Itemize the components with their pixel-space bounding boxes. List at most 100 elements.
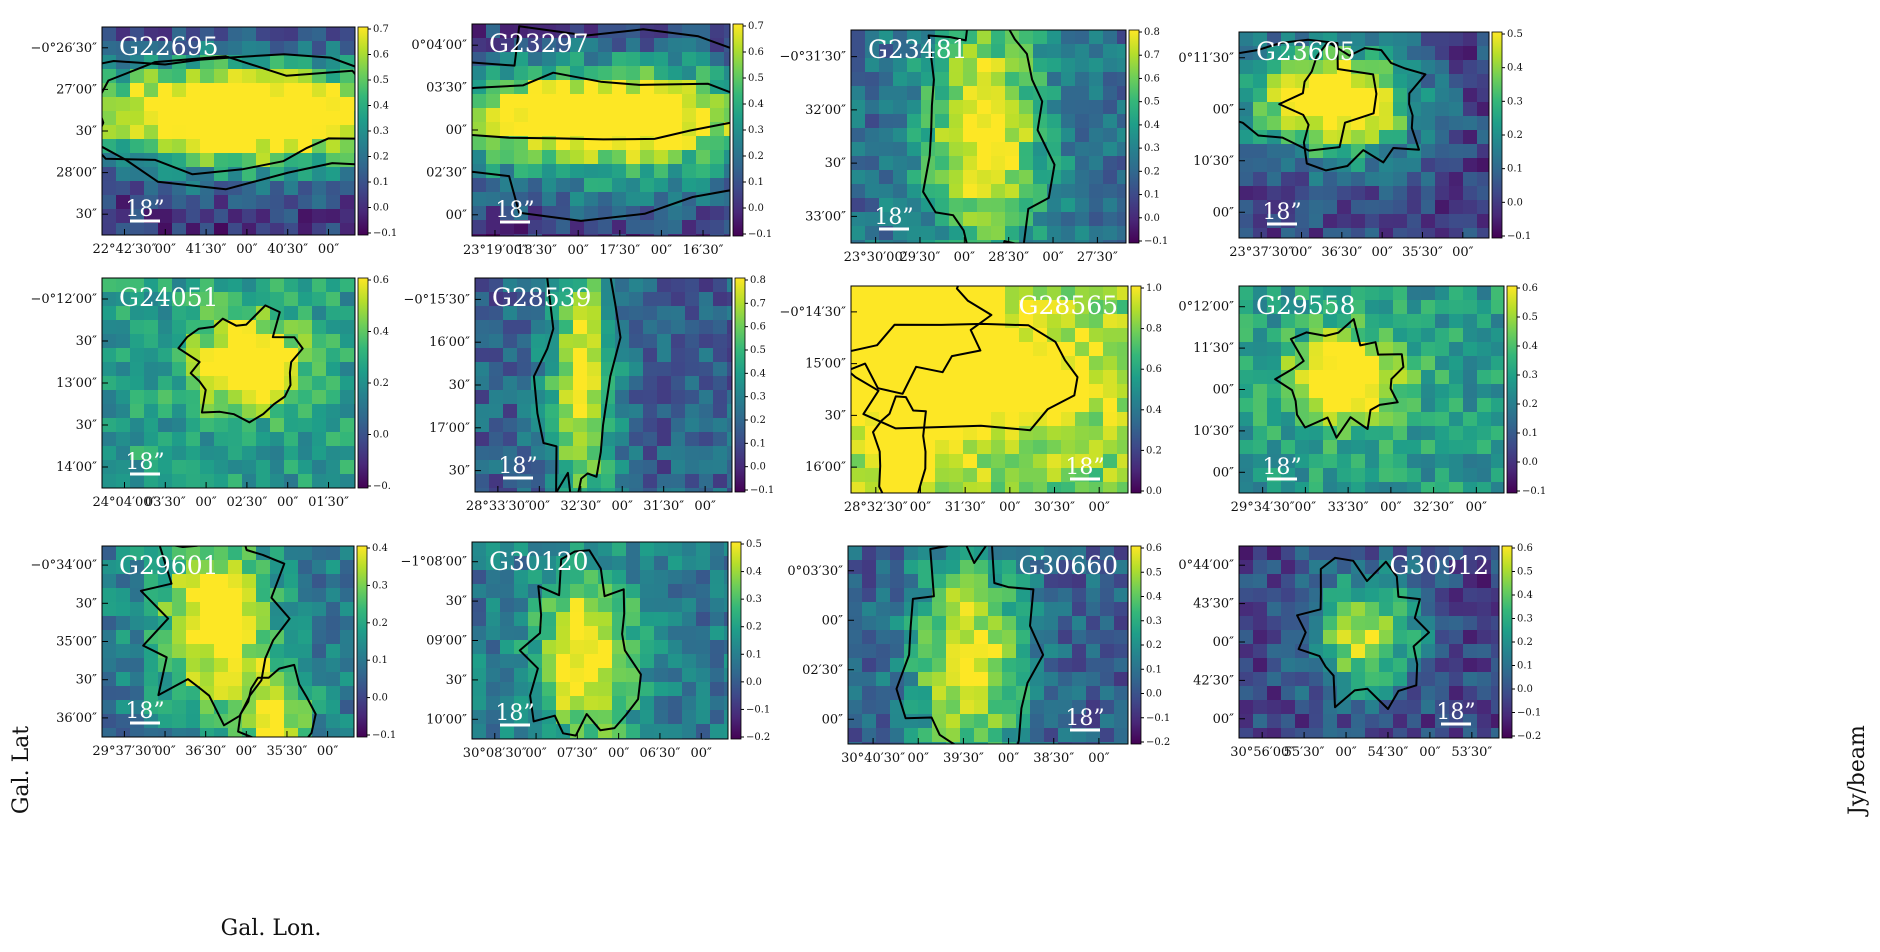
- heatmap-cell: [640, 570, 655, 585]
- heatmap-cell: [1295, 700, 1310, 715]
- heatmap-cell: [256, 418, 271, 433]
- heatmap-cell: [710, 612, 725, 627]
- heatmap-cell: [949, 86, 964, 101]
- heatmap-cell: [671, 292, 686, 307]
- heatmap-cell: [601, 432, 616, 447]
- heatmap-cell: [974, 714, 989, 729]
- heatmap-cell: [1435, 356, 1450, 371]
- heatmap-cell: [657, 278, 672, 293]
- heatmap-cell: [1005, 300, 1020, 315]
- heatmap-cell: [228, 644, 243, 659]
- heatmap-cell: [1295, 616, 1310, 631]
- heatmap-cell: [214, 432, 229, 447]
- heatmap-cell: [256, 616, 271, 631]
- heatmap-cell: [228, 153, 243, 168]
- heatmap-cell: [1103, 44, 1118, 59]
- heatmap-cell: [1463, 328, 1478, 343]
- heatmap-cell: [1337, 714, 1352, 729]
- heatmap-cell: [1463, 102, 1478, 117]
- heatmap-cell: [696, 710, 711, 725]
- heatmap-cell: [500, 724, 515, 739]
- heatmap-cell: [598, 108, 613, 123]
- heatmap-cell: [545, 474, 560, 489]
- heatmap-cell: [270, 602, 285, 617]
- heatmap-cell: [1337, 588, 1352, 603]
- heatmap-cell: [503, 488, 518, 492]
- heatmap-cell: [1393, 342, 1408, 357]
- heatmap-cell: [598, 192, 613, 207]
- heatmap-cell: [486, 234, 501, 236]
- heatmap-cell: [615, 432, 630, 447]
- y-tick-label: 03′30″: [426, 81, 467, 96]
- heatmap-cell: [724, 38, 730, 53]
- heatmap-cell: [1435, 546, 1450, 561]
- heatmap-cell: [1379, 714, 1394, 729]
- heatmap-cell: [200, 209, 215, 224]
- heatmap-cell: [472, 598, 487, 613]
- heatmap-cell: [1103, 240, 1118, 243]
- heatmap-cell: [727, 404, 732, 419]
- heatmap-cell: [475, 474, 490, 489]
- heatmap-cell: [556, 24, 571, 39]
- heatmap-cell: [242, 69, 257, 84]
- heatmap-cell: [1323, 398, 1338, 413]
- heatmap-cell: [727, 278, 732, 293]
- colorbar-tick-label: 0.3: [1517, 614, 1533, 625]
- heatmap-cell: [1058, 686, 1073, 701]
- heatmap-cell: [1002, 560, 1017, 575]
- heatmap-cell: [1351, 74, 1366, 89]
- heatmap-cell: [1100, 546, 1115, 561]
- heatmap-cell: [1477, 116, 1489, 131]
- heatmap-cell: [1435, 200, 1450, 215]
- colorbar-tick-label: 0.2: [748, 151, 764, 162]
- x-tick-label: 29°34′30″: [1231, 500, 1295, 515]
- heatmap-cell: [1435, 686, 1450, 701]
- heatmap-cell: [270, 404, 285, 419]
- heatmap-cell: [1351, 200, 1366, 215]
- heatmap-cell: [556, 108, 571, 123]
- heatmap-cell: [1463, 574, 1478, 589]
- heatmap-cell: [657, 306, 672, 321]
- heatmap-cell: [1103, 412, 1118, 427]
- heatmap-cell: [1309, 328, 1324, 343]
- heatmap-cell: [514, 682, 529, 697]
- heatmap-cell: [340, 616, 354, 631]
- heatmap-cell: [848, 588, 863, 603]
- heatmap-cell: [489, 292, 504, 307]
- heatmap-cell: [172, 630, 187, 645]
- heatmap-cell: [879, 86, 894, 101]
- heatmap-cell: [1351, 88, 1366, 103]
- heatmap-cell: [1309, 630, 1324, 645]
- heatmap-cell: [326, 574, 341, 589]
- heatmap-cell: [612, 682, 627, 697]
- heatmap-cell: [612, 38, 627, 53]
- heatmap-cell: [1061, 100, 1076, 115]
- heatmap-cell: [531, 474, 546, 489]
- heatmap-cell: [893, 398, 908, 413]
- heatmap-cell: [1267, 144, 1282, 159]
- colorbar-tick-label: 0.5: [746, 539, 762, 550]
- heatmap-cell: [1393, 286, 1408, 301]
- heatmap-cell: [116, 292, 131, 307]
- heatmap-cell: [851, 398, 866, 413]
- x-tick-label: 23°19′00″: [463, 243, 527, 258]
- heatmap-cell: [629, 418, 644, 433]
- heatmap-cell: [1491, 356, 1504, 371]
- heatmap-cell: [144, 616, 159, 631]
- heatmap-cell: [144, 306, 159, 321]
- heatmap-cell: [1030, 602, 1045, 617]
- heatmap-cell: [1281, 482, 1296, 493]
- heatmap-cell: [862, 616, 877, 631]
- heatmap-cell: [1281, 728, 1296, 738]
- heatmap-cell: [1323, 574, 1338, 589]
- heatmap-cell: [270, 125, 285, 140]
- heatmap-cell: [326, 153, 341, 168]
- heatmap-cell: [312, 432, 327, 447]
- heatmap-cell: [977, 86, 992, 101]
- heatmap-cell: [1337, 144, 1352, 159]
- heatmap-cell: [472, 542, 487, 557]
- heatmap-cell: [1449, 228, 1464, 238]
- heatmap-cell: [1323, 60, 1338, 75]
- heatmap-cell: [1033, 328, 1048, 343]
- heatmap-cell: [228, 209, 243, 224]
